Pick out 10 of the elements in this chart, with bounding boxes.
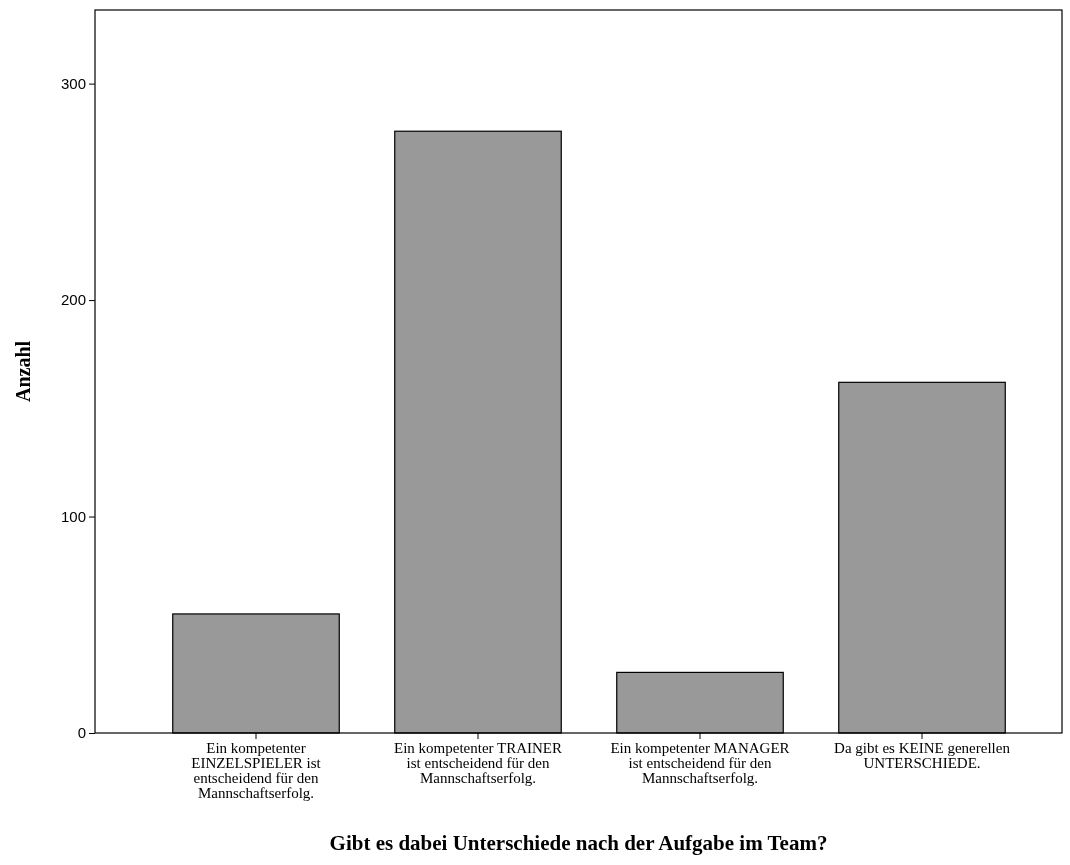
y-tick-label: 200 [60, 291, 86, 309]
y-axis-title: Anzahl [12, 340, 34, 403]
x-tick-label: Da gibt es KEINE generellen UNTERSCHIEDE. [834, 739, 1011, 771]
y-tick-label: 300 [60, 74, 86, 92]
x-tick-label: Ein kompetenter MANAGER ist entscheidend für den Mannschaftserfolg. [610, 739, 790, 786]
x-tick-label: Ein kompetenter EINZELSPIELER ist entscheidend für den Mannschaftserfolg. [191, 739, 322, 801]
x-tick-label: Ein kompetenter TRAINER ist entscheidend für den Mannschaftserfolg. [393, 739, 563, 786]
x-axis-title: Gibt es dabei Unterschiede nach der Aufgabe im Team? [329, 831, 828, 855]
y-tick-label: 0 [77, 724, 86, 742]
y-tick-label: 100 [60, 507, 86, 525]
